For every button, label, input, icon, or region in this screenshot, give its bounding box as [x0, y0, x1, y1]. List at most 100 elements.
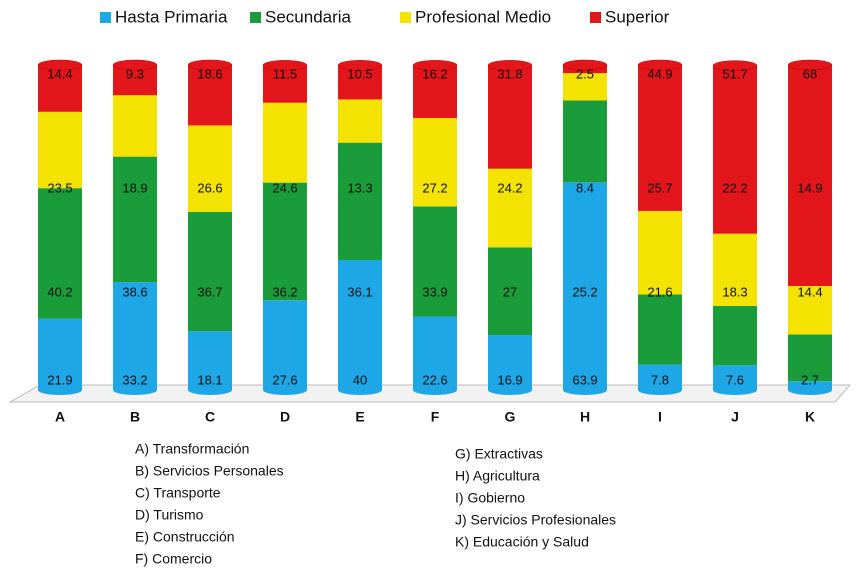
bar-segment [188, 125, 232, 212]
bar-segment [413, 206, 457, 317]
value-label: 24.2 [497, 180, 522, 195]
value-label: 11.5 [273, 66, 297, 81]
bar-segment [488, 335, 532, 390]
bar-cap [787, 59, 833, 71]
value-label: 24.6 [272, 180, 297, 195]
bar-segment [188, 65, 232, 126]
bar-segment [263, 65, 307, 103]
bar-segment [413, 65, 457, 118]
legend-label: Superior [605, 7, 670, 26]
bar-segment [563, 100, 607, 183]
bar-bottom [713, 385, 757, 395]
x-tick-label: D [280, 409, 290, 425]
bar-cap [37, 59, 83, 71]
bar-segment [488, 247, 532, 336]
bar-segment [263, 300, 307, 390]
value-label: 16.2 [422, 66, 447, 81]
value-label: 44.9 [647, 66, 672, 81]
bar-segment [338, 65, 382, 100]
bar-cap [487, 60, 533, 71]
bar-segment [113, 156, 157, 283]
x-tick-label: H [580, 409, 590, 425]
value-label: 14.9 [797, 180, 822, 195]
value-label: 8.4 [576, 180, 594, 195]
legend-swatch [100, 12, 111, 23]
x-tick-label: B [130, 409, 140, 425]
note: G) Extractivas [455, 446, 543, 462]
bar-bottom [563, 385, 607, 395]
bar-cap [187, 59, 233, 71]
bar-segment [38, 318, 82, 390]
bar-segment [338, 260, 382, 390]
value-label: 23.5 [47, 180, 72, 195]
bar-segment [713, 305, 757, 366]
bar-segment [788, 286, 832, 335]
x-tick-label: E [355, 409, 364, 425]
value-label: 27.6 [272, 372, 297, 387]
note: C) Transporte [135, 485, 221, 501]
bar-cap [112, 59, 158, 71]
bar-segment [488, 168, 532, 248]
value-label: 36.7 [197, 284, 222, 299]
bar-segment [638, 294, 682, 365]
bar-segment [788, 65, 832, 286]
x-tick-label: G [505, 409, 516, 425]
bar-cap [712, 60, 758, 71]
value-label: 7.8 [651, 372, 669, 387]
legend-label: Hasta Primaria [115, 7, 228, 26]
value-label: 26.6 [197, 180, 222, 195]
bar-cap [337, 60, 383, 71]
value-label: 2.5 [576, 66, 594, 81]
value-label: 13.3 [347, 180, 372, 195]
bar-segment [488, 65, 532, 169]
value-label: 18.3 [722, 284, 747, 299]
bar-segment [713, 65, 757, 234]
bar-segment [188, 331, 232, 390]
bar-segment [263, 182, 307, 301]
value-label: 21.9 [47, 372, 72, 387]
value-label: 27.2 [422, 180, 447, 195]
bar-bottom [638, 385, 682, 395]
legend-swatch [590, 12, 601, 23]
value-label: 22.2 [722, 180, 747, 195]
note: H) Agricultura [455, 468, 540, 484]
x-tick-label: K [805, 409, 815, 425]
value-label: 36.2 [272, 284, 297, 299]
value-label: 22.6 [422, 372, 447, 387]
bar-bottom [488, 385, 532, 395]
bar-bottom [38, 385, 82, 395]
bar-segment [38, 65, 82, 112]
bar-segment [263, 102, 307, 183]
bar-cap [262, 60, 308, 71]
value-label: 21.6 [647, 284, 672, 299]
bar-segment [413, 316, 457, 390]
note: D) Turismo [135, 507, 204, 523]
bar-bottom [113, 385, 157, 395]
value-label: 27 [503, 284, 517, 299]
x-tick-label: I [658, 409, 662, 425]
value-label: 7.6 [726, 372, 744, 387]
note: I) Gobierno [455, 490, 525, 506]
value-label: 40 [353, 372, 367, 387]
value-label: 18.6 [197, 66, 222, 81]
bar-cap [412, 60, 458, 71]
value-label: 40.2 [47, 284, 72, 299]
value-label: 36.1 [347, 284, 372, 299]
value-label: 9.3 [126, 66, 144, 81]
value-label: 33.2 [122, 372, 147, 387]
note: J) Servicios Profesionales [455, 512, 616, 528]
note: K) Educación y Salud [455, 534, 589, 550]
bar-segment [713, 233, 757, 306]
bar-segment [38, 111, 82, 189]
value-label: 63.9 [572, 372, 597, 387]
value-label: 10.5 [347, 66, 372, 81]
note: E) Construcción [135, 529, 235, 545]
value-label: 51.7 [722, 66, 747, 81]
value-label: 25.7 [647, 180, 672, 195]
value-label: 33.9 [422, 284, 447, 299]
bar-cap [562, 59, 608, 71]
value-label: 16.9 [497, 372, 522, 387]
bar-bottom [188, 385, 232, 395]
legend-swatch [400, 12, 411, 23]
